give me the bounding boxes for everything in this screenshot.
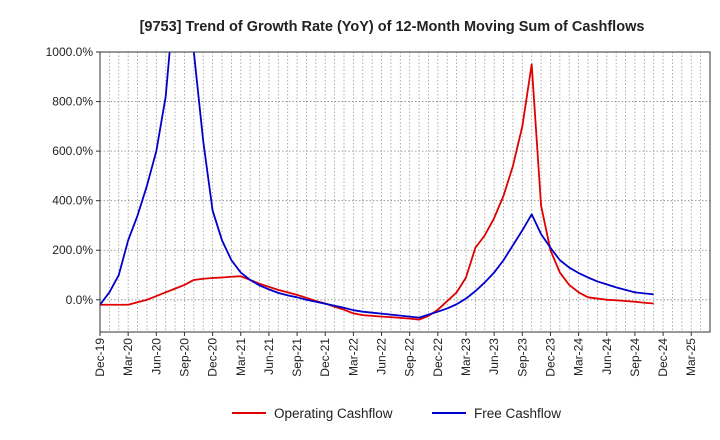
- x-tick-label: Mar-25: [684, 338, 698, 376]
- x-tick-label: Sep-23: [515, 338, 529, 377]
- x-tick-label: Dec-22: [431, 338, 445, 377]
- x-tick-label: Jun-24: [600, 338, 614, 375]
- y-tick-label: 0.0%: [66, 293, 94, 307]
- y-axis: 0.0% 200.0% 400.0% 600.0% 800.0% 1000.0%: [46, 45, 100, 307]
- x-tick-label: Mar-22: [346, 338, 360, 376]
- x-tick-label: Dec-23: [543, 338, 557, 377]
- x-tick-label: Jun-23: [487, 338, 501, 375]
- x-tick-label: Dec-21: [318, 338, 332, 377]
- x-tick-label: Jun-20: [149, 338, 163, 375]
- x-tick-label: Sep-21: [290, 338, 304, 377]
- x-tick-label: Sep-22: [403, 338, 417, 377]
- y-tick-label: 200.0%: [52, 243, 93, 257]
- x-tick-label: Dec-20: [206, 338, 220, 377]
- x-tick-label: Dec-24: [656, 338, 670, 377]
- series-line-operating-cashflow: [100, 63, 654, 321]
- x-tick-label: Sep-24: [628, 338, 642, 377]
- x-tick-label: Mar-20: [121, 338, 135, 376]
- grid: [100, 51, 710, 332]
- legend-label: Operating Cashflow: [274, 406, 393, 421]
- x-tick-label: Mar-21: [234, 338, 248, 376]
- series-line-free-cashflow: [100, 52, 654, 319]
- chart-title: [9753] Trend of Growth Rate (YoY) of 12-…: [140, 19, 645, 35]
- x-tick-label: Dec-19: [93, 338, 107, 377]
- y-tick-label: 800.0%: [52, 95, 93, 109]
- x-tick-label: Sep-20: [177, 338, 191, 377]
- x-tick-label: Jun-22: [375, 338, 389, 375]
- x-tick-label: Jun-21: [262, 338, 276, 375]
- plot-area: [100, 52, 654, 321]
- y-tick-label: 400.0%: [52, 194, 93, 208]
- x-axis: Dec-19 Mar-20 Jun-20 Sep-20 Dec-20 Mar-21 Jun-…: [93, 332, 698, 377]
- legend: Operating Cashflow Free Cashflow: [232, 406, 561, 421]
- y-tick-label: 1000.0%: [46, 45, 94, 59]
- y-tick-label: 600.0%: [52, 144, 93, 158]
- x-tick-label: Mar-23: [459, 338, 473, 376]
- x-tick-label: Mar-24: [572, 338, 586, 376]
- plot-frame: [99, 51, 711, 333]
- legend-label: Free Cashflow: [474, 406, 561, 421]
